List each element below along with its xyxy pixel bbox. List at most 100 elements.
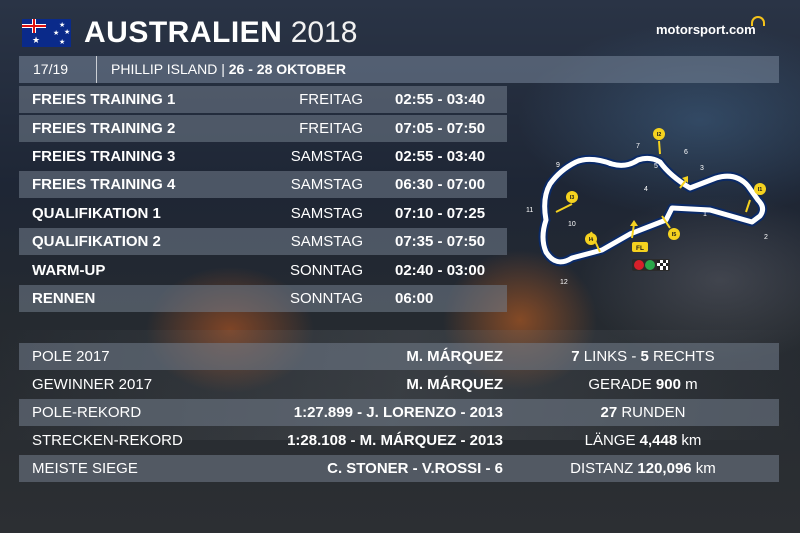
track-map: 1 2 3 4 5 6 7 8 9 10 11 12 I1 I2 I3 I4 I… (526, 128, 768, 286)
divider (96, 56, 97, 83)
info-label: GEWINNER 2017 (32, 376, 153, 393)
finish-line-label: FL (636, 245, 644, 252)
corner-number: 4 (644, 186, 648, 193)
info-label: STRECKEN-REKORD (32, 432, 183, 449)
session-name: QUALIFIKATION 2 (32, 233, 161, 250)
corner-number: 6 (684, 149, 688, 156)
session-name: FREIES TRAINING 3 (32, 148, 176, 165)
track-stat: GERADE 900 m (588, 376, 698, 393)
schedule-row: WARM-UP SONNTAG 02:40 - 03:00 (19, 257, 507, 284)
info-row: POLE 2017 M. MÁRQUEZ 7 LINKS - 5 RECHTS (19, 343, 779, 370)
round-number: 17/19 (33, 61, 69, 77)
sector-line (661, 215, 671, 229)
session-time: 06:30 - 07:00 (395, 176, 486, 193)
logo-arc-icon (751, 16, 765, 26)
info-label: MEISTE SIEGE (32, 460, 138, 477)
green-light-icon (645, 260, 655, 270)
session-day: SONNTAG (289, 262, 363, 279)
intermediate-marker (566, 191, 578, 203)
session-time: 02:55 - 03:40 (395, 91, 486, 108)
schedule-row: RENNEN SONNTAG 06:00 (19, 285, 507, 312)
direction-arrow-icon (631, 223, 635, 239)
round-info-bar: 17/19 PHILLIP ISLAND | 26 - 28 OKTOBER (19, 56, 779, 83)
direction-arrow-head-icon (630, 220, 638, 226)
session-name: WARM-UP (32, 262, 106, 279)
session-name: FREIES TRAINING 4 (32, 176, 176, 193)
red-light-icon (634, 260, 644, 270)
motorsport-logo: motorsport.com (656, 16, 765, 37)
track-stat: DISTANZ 120,096 km (570, 460, 716, 477)
track-stat: 27 RUNDEN (600, 404, 686, 421)
corner-number: 7 (636, 143, 640, 150)
intermediate-label: I2 (657, 132, 662, 138)
info-value: M. MÁRQUEZ (406, 348, 503, 365)
schedule-row: FREIES TRAINING 2 FREITAG 07:05 - 07:50 (19, 115, 507, 142)
schedule-row: QUALIFIKATION 2 SAMSTAG 07:35 - 07:50 (19, 228, 507, 255)
corner-number: 9 (556, 162, 560, 169)
corner-number: 5 (654, 163, 658, 170)
direction-arrow-head-icon (682, 176, 688, 183)
info-label: POLE-REKORD (32, 404, 142, 421)
intermediate-marker (754, 183, 766, 195)
session-name: FREIES TRAINING 2 (32, 120, 176, 137)
track-stat: LÄNGE 4,448 km (584, 432, 702, 449)
session-time: 07:10 - 07:25 (395, 205, 486, 222)
info-label: POLE 2017 (32, 348, 110, 365)
sector-line (745, 199, 751, 213)
season-year: 2018 (290, 16, 358, 49)
session-time: 07:05 - 07:50 (395, 120, 486, 137)
sector-line (555, 203, 573, 213)
intermediate-marker (668, 228, 680, 240)
event-dates: 26 - 28 OKTOBER (228, 61, 346, 77)
intermediate-marker (585, 233, 597, 245)
info-row: POLE-REKORD 1:27.899 - J. LORENZO - 2013… (19, 399, 779, 426)
intermediate-label: I4 (589, 237, 595, 243)
intermediate-label: I5 (672, 232, 677, 238)
session-day: SAMSTAG (290, 233, 363, 250)
session-day: SAMSTAG (290, 205, 363, 222)
info-value: 1:27.899 - J. LORENZO - 2013 (293, 404, 503, 421)
corner-number: 8 (608, 161, 612, 168)
session-day: SONNTAG (289, 290, 363, 307)
track-line (540, 155, 766, 265)
union-jack-icon (22, 19, 46, 33)
intermediate-label: I3 (570, 195, 575, 201)
session-time: 02:55 - 03:40 (395, 148, 486, 165)
sector-line (658, 140, 661, 155)
session-name: QUALIFIKATION 1 (32, 205, 161, 222)
session-name: RENNEN (32, 290, 96, 307)
info-value: C. STONER - V.ROSSI - 6 (327, 460, 503, 477)
session-day: SAMSTAG (290, 148, 363, 165)
track-and-dates: PHILLIP ISLAND | 26 - 28 OKTOBER (111, 56, 346, 83)
track-name: PHILLIP ISLAND | (111, 61, 225, 77)
corner-number: 10 (568, 221, 576, 228)
corner-number: 12 (560, 279, 568, 286)
track-stat: 7 LINKS - 5 RECHTS (571, 348, 715, 365)
schedule-row: FREIES TRAINING 3 SAMSTAG 02:55 - 03:40 (19, 143, 507, 170)
australia-flag-icon: ★ ★ ★ ★ ★ (22, 19, 71, 47)
intermediate-marker (653, 128, 665, 140)
session-time: 07:35 - 07:50 (395, 233, 486, 250)
session-time: 06:00 (395, 290, 434, 307)
info-value: M. MÁRQUEZ (406, 376, 503, 393)
schedule-row: FREIES TRAINING 1 FREITAG 02:55 - 03:40 (19, 86, 507, 113)
session-day: SAMSTAG (290, 176, 363, 193)
finish-line-badge (632, 242, 648, 252)
corner-number: 1 (703, 211, 707, 218)
session-day: FREITAG (299, 91, 363, 108)
sector-line (590, 231, 601, 253)
info-row: GEWINNER 2017 M. MÁRQUEZ GERADE 900 m (19, 371, 779, 398)
corner-number: 2 (764, 234, 768, 241)
corner-number: 11 (526, 207, 533, 214)
info-row: MEISTE SIEGE C. STONER - V.ROSSI - 6 DIS… (19, 455, 779, 482)
logo-text: motorsport.com (656, 22, 756, 37)
session-name: FREIES TRAINING 1 (32, 91, 176, 108)
page-title: AUSTRALIEN 2018 (84, 14, 357, 52)
info-value: 1:28.108 - M. MÁRQUEZ - 2013 (287, 432, 503, 449)
session-day: FREITAG (299, 120, 363, 137)
schedule-row: QUALIFIKATION 1 SAMSTAG 07:10 - 07:25 (19, 200, 507, 227)
intermediate-label: I1 (758, 187, 763, 193)
country-name: AUSTRALIEN (84, 16, 283, 49)
session-time: 02:40 - 03:00 (395, 262, 486, 279)
direction-arrow-icon (679, 179, 687, 189)
